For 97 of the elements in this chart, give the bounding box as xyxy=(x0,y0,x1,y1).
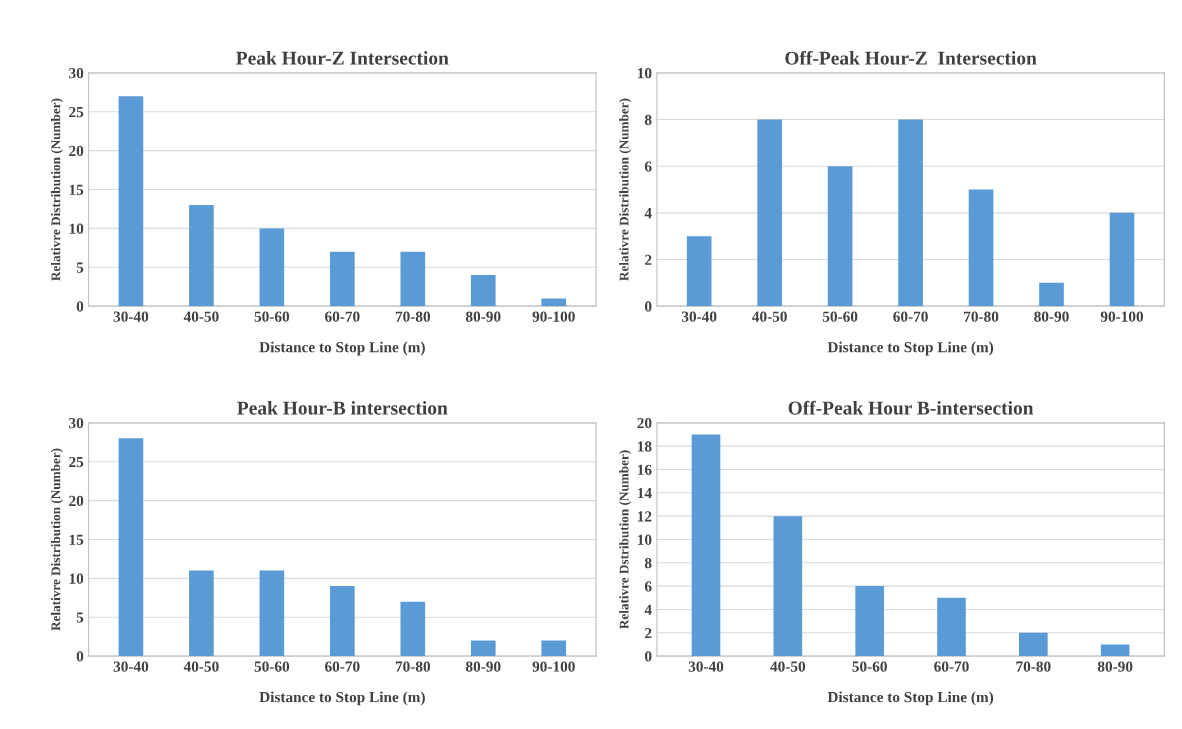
y-tick-label: 10 xyxy=(69,573,84,584)
bar xyxy=(470,640,496,657)
y-tick-label: 20 xyxy=(69,495,84,507)
chart-title: Off-Peak Hour-Z Intersection xyxy=(785,50,1037,65)
x-tick-label: 60-70 xyxy=(893,311,928,322)
x-tick-label: 90-100 xyxy=(1100,311,1144,322)
bar xyxy=(1019,632,1048,657)
bar xyxy=(1039,282,1064,307)
x-tick-label: 70-80 xyxy=(1016,661,1051,672)
y-tick-label: 30 xyxy=(69,68,84,79)
x-tick-label: 70-80 xyxy=(395,311,431,322)
x-tick-label: 80-90 xyxy=(465,311,501,322)
bar xyxy=(1100,644,1130,657)
y-tick-label: 20 xyxy=(637,417,652,429)
bar xyxy=(330,586,355,657)
x-tick-label: 30-40 xyxy=(681,311,717,322)
bar xyxy=(827,166,853,307)
y-tick-label: 4 xyxy=(644,208,652,219)
y-tick-label: 5 xyxy=(76,262,84,273)
y-tick-label: 12 xyxy=(637,511,652,522)
y-axis-title: Relativre Distribution (Number) xyxy=(50,448,63,631)
chart-title: Off-Peak Hour B-intersection xyxy=(788,400,1034,415)
bar xyxy=(400,601,426,657)
x-tick-label: 30-40 xyxy=(113,661,149,672)
y-tick-label: 25 xyxy=(69,456,84,468)
x-tick-label: 50-60 xyxy=(254,311,290,322)
y-tick-label: 18 xyxy=(637,441,652,452)
y-tick-label: 2 xyxy=(645,627,652,639)
y-tick-label: 15 xyxy=(69,184,84,195)
y-tick-label: 6 xyxy=(644,161,652,172)
bar xyxy=(757,119,782,307)
y-axis-title: Relativre Dstribution (Number) xyxy=(619,450,632,629)
y-tick-label: 0 xyxy=(644,301,652,312)
y-tick-label: 15 xyxy=(69,534,84,545)
y-tick-label: 0 xyxy=(76,651,84,662)
x-tick-label: 80-90 xyxy=(1097,661,1133,672)
y-tick-label: 16 xyxy=(637,464,652,475)
bar xyxy=(686,236,712,307)
y-axis-title: Relativre Distribution (Number) xyxy=(619,98,632,281)
y-tick-label: 20 xyxy=(69,145,84,157)
x-tick-label: 30-40 xyxy=(113,311,149,322)
x-tick-label: 30-40 xyxy=(688,661,724,672)
bar xyxy=(541,640,567,657)
bar xyxy=(855,586,884,657)
x-axis-title: Distance to Stop Line (m) xyxy=(259,691,425,706)
x-tick-label: 70-80 xyxy=(395,661,431,672)
bar xyxy=(773,516,803,657)
bar xyxy=(259,228,285,307)
x-tick-label: 40-50 xyxy=(770,661,806,672)
x-tick-label: 50-60 xyxy=(822,311,858,322)
bar xyxy=(541,298,567,307)
bar xyxy=(470,275,496,307)
x-tick-label: 60-70 xyxy=(934,661,969,672)
x-tick-label: 60-70 xyxy=(325,661,360,672)
x-tick-label: 40-50 xyxy=(183,311,219,322)
y-tick-label: 8 xyxy=(644,114,652,126)
bar xyxy=(400,251,426,307)
bar xyxy=(189,205,214,307)
bar xyxy=(691,434,721,657)
bar xyxy=(189,570,214,657)
x-tick-label: 50-60 xyxy=(254,661,290,672)
bar xyxy=(968,189,994,307)
x-tick-label: 90-100 xyxy=(532,661,575,672)
y-tick-label: 0 xyxy=(76,301,84,312)
bar xyxy=(118,438,144,657)
x-tick-label: 70-80 xyxy=(964,311,999,322)
x-axis-title: Distance to Stop Line (m) xyxy=(827,341,994,356)
y-tick-label: 8 xyxy=(644,557,652,569)
bar xyxy=(259,570,285,657)
y-tick-label: 30 xyxy=(69,417,84,429)
y-tick-label: 2 xyxy=(645,254,652,265)
y-axis-title: Relativre Distribution (Number) xyxy=(50,98,63,281)
x-tick-label: 40-50 xyxy=(183,661,219,672)
x-axis-title: Distance to Stop Line (m) xyxy=(827,691,994,706)
bar xyxy=(118,96,144,307)
x-tick-label: 50-60 xyxy=(852,661,887,672)
chart-title: Peak Hour-Z Intersection xyxy=(236,51,449,65)
y-tick-label: 10 xyxy=(69,223,84,234)
y-tick-label: 5 xyxy=(76,612,84,623)
bar xyxy=(1109,212,1135,307)
y-tick-label: 0 xyxy=(644,651,652,662)
bar xyxy=(898,119,923,307)
bar xyxy=(937,597,966,657)
x-tick-label: 80-90 xyxy=(1034,311,1069,322)
y-tick-label: 10 xyxy=(637,534,652,545)
x-tick-label: 40-50 xyxy=(752,311,787,322)
x-axis-title: Distance to Stop Line (m) xyxy=(259,341,425,356)
y-tick-label: 25 xyxy=(69,106,84,118)
y-tick-label: 4 xyxy=(644,604,652,615)
y-tick-label: 6 xyxy=(644,581,652,592)
chart-title: Peak Hour-B intersection xyxy=(237,400,448,415)
x-tick-label: 80-90 xyxy=(465,661,501,672)
x-tick-label: 90-100 xyxy=(532,311,575,322)
x-tick-label: 60-70 xyxy=(325,311,360,322)
bar xyxy=(330,251,355,307)
y-tick-label: 10 xyxy=(637,68,652,79)
y-tick-label: 14 xyxy=(637,488,652,499)
